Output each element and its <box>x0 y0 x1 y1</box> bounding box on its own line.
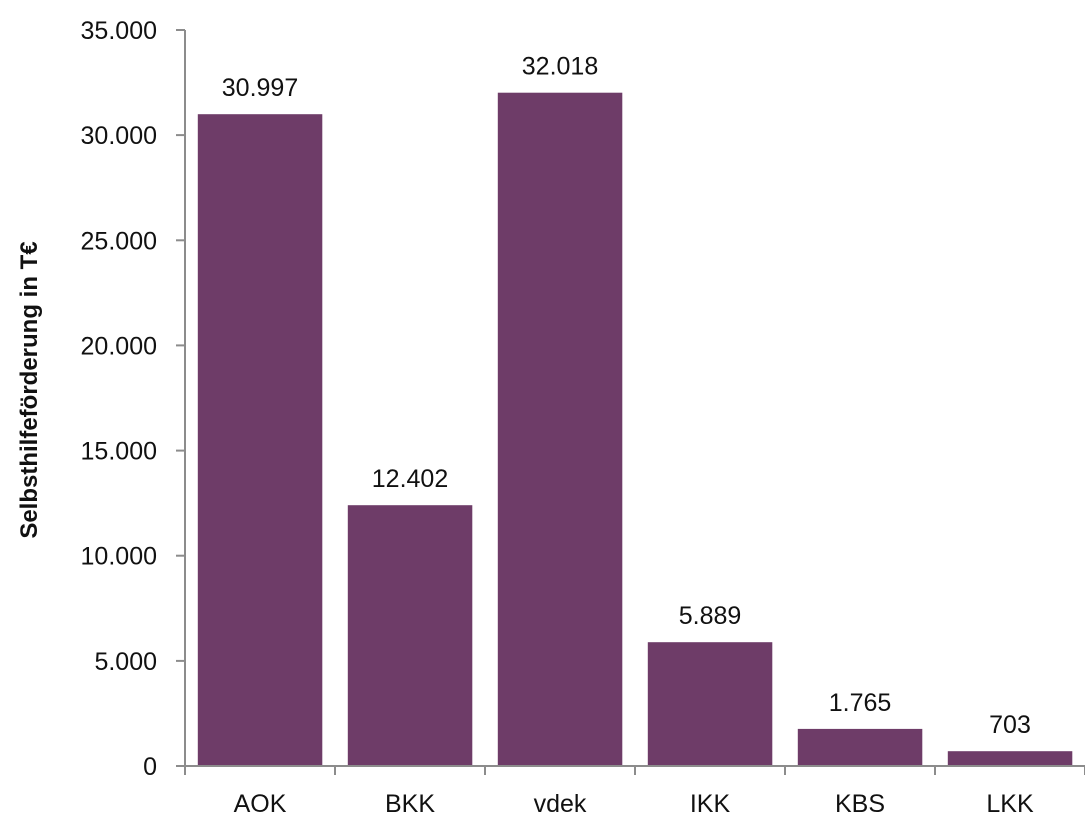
bar-bkk <box>347 505 473 766</box>
bars-layer <box>197 92 1073 766</box>
data-label: 30.997 <box>222 74 298 102</box>
y-axis-label: Selbsthilfeförderung in T€ <box>16 241 43 538</box>
x-tick-label: vdek <box>534 790 587 817</box>
x-tick-label: LKK <box>986 790 1034 817</box>
data-label: 12.402 <box>372 465 448 493</box>
bar-aok <box>197 114 323 766</box>
y-tick-label: 5.000 <box>94 648 157 676</box>
x-tick-label: IKK <box>690 790 731 817</box>
y-tick-label: 35.000 <box>81 17 157 45</box>
x-tick-label: BKK <box>385 790 435 817</box>
y-tick-label: 30.000 <box>81 122 157 150</box>
data-label: 32.018 <box>522 53 598 81</box>
labels-layer: 30.997 AOK 12.402 BKK 32.018 vdek 5.889 IKK 1.76… <box>81 17 1034 817</box>
x-tick-label: AOK <box>234 790 287 817</box>
bar-ikk <box>647 642 773 766</box>
data-label: 5.889 <box>679 602 742 630</box>
data-label: 703 <box>989 711 1031 739</box>
y-tick-label: 0 <box>143 753 157 781</box>
y-tick-label: 10.000 <box>81 543 157 571</box>
bar-lkk <box>947 751 1073 766</box>
bar-kbs <box>797 728 923 766</box>
y-tick-label: 20.000 <box>81 332 157 360</box>
y-tick-label: 25.000 <box>81 227 157 255</box>
axes <box>176 29 1085 775</box>
x-tick-label: KBS <box>835 790 885 817</box>
data-label: 1.765 <box>829 689 892 717</box>
y-tick-label: 15.000 <box>81 438 157 466</box>
bar-vdek <box>497 92 623 766</box>
